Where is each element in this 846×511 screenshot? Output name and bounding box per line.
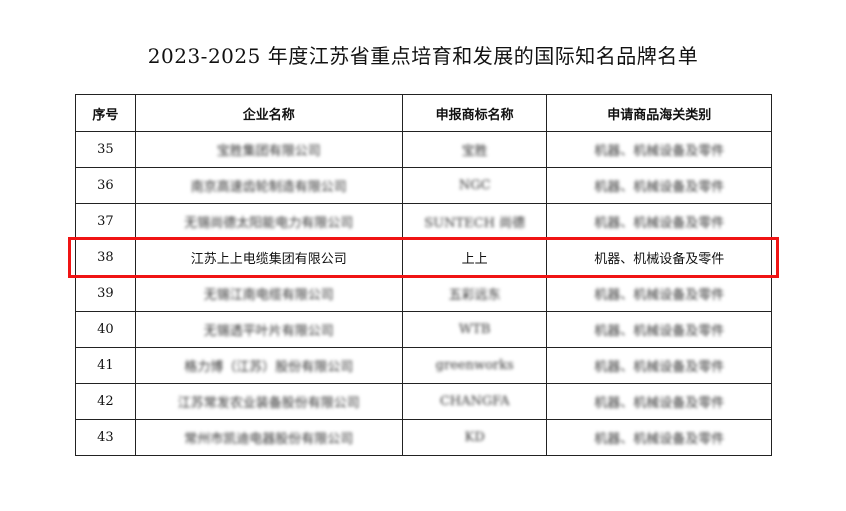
company-name: 无锡尚德太阳能电力有限公司	[134, 203, 403, 240]
row-number: 42	[75, 383, 136, 420]
company-name: 南京高速齿轮制造有限公司	[134, 167, 403, 204]
header-company: 企业名称	[134, 94, 403, 132]
table-row: 41 格力博（江苏）股份有限公司 greenworks 机器、机械设备及零件	[75, 347, 772, 384]
customs-category: 机器、机械设备及零件	[546, 131, 772, 168]
brand-name: WTB	[401, 311, 548, 348]
row-number: 41	[75, 347, 136, 384]
brand-name: 上上	[401, 239, 548, 276]
brand-name: NGC	[401, 167, 548, 204]
table-row: 40 无锡透平叶片有限公司 WTB 机器、机械设备及零件	[75, 311, 772, 348]
customs-category: 机器、机械设备及零件	[546, 239, 772, 276]
row-number: 38	[75, 239, 136, 276]
table-row: 43 常州市凯迪电器股份有限公司 KD 机器、机械设备及零件	[75, 419, 772, 456]
company-name: 江苏上上电缆集团有限公司	[134, 239, 403, 276]
customs-category: 机器、机械设备及零件	[546, 347, 772, 384]
brand-list-table: 序号 企业名称 申报商标名称 申请商品海关类别 35 宝胜集团有限公司 宝胜 机器、机…	[75, 94, 772, 456]
header-brand: 申报商标名称	[401, 94, 548, 132]
customs-category: 机器、机械设备及零件	[546, 419, 772, 456]
company-name: 无锡江南电缆有限公司	[134, 275, 403, 312]
table-row: 38 江苏上上电缆集团有限公司 上上 机器、机械设备及零件	[75, 239, 772, 276]
customs-category: 机器、机械设备及零件	[546, 311, 772, 348]
table-row: 36 南京高速齿轮制造有限公司 NGC 机器、机械设备及零件	[75, 167, 772, 204]
company-name: 江苏常发农业装备股份有限公司	[134, 383, 403, 420]
row-number: 43	[75, 419, 136, 456]
table-row: 39 无锡江南电缆有限公司 五彩远东 机器、机械设备及零件	[75, 275, 772, 312]
brand-name: CHANGFA	[401, 383, 548, 420]
header-no: 序号	[75, 94, 136, 132]
row-number: 36	[75, 167, 136, 204]
row-number: 35	[75, 131, 136, 168]
table-row: 42 江苏常发农业装备股份有限公司 CHANGFA 机器、机械设备及零件	[75, 383, 772, 420]
row-number: 39	[75, 275, 136, 312]
brand-name: 宝胜	[401, 131, 548, 168]
company-name: 宝胜集团有限公司	[134, 131, 403, 168]
customs-category: 机器、机械设备及零件	[546, 167, 772, 204]
document-title: 2023-2025 年度江苏省重点培育和发展的国际知名品牌名单	[147, 44, 699, 68]
customs-category: 机器、机械设备及零件	[546, 203, 772, 240]
brand-name: 五彩远东	[401, 275, 548, 312]
brand-name: KD	[401, 419, 548, 456]
company-name: 常州市凯迪电器股份有限公司	[134, 419, 403, 456]
row-number: 37	[75, 203, 136, 240]
brand-name: greenworks	[401, 347, 548, 384]
customs-category: 机器、机械设备及零件	[546, 275, 772, 312]
brand-name: SUNTECH 尚德	[401, 203, 548, 240]
row-number: 40	[75, 311, 136, 348]
customs-category: 机器、机械设备及零件	[546, 383, 772, 420]
company-name: 无锡透平叶片有限公司	[134, 311, 403, 348]
table-row: 37 无锡尚德太阳能电力有限公司 SUNTECH 尚德 机器、机械设备及零件	[75, 203, 772, 240]
table-header-row: 序号 企业名称 申报商标名称 申请商品海关类别	[75, 94, 772, 132]
header-category: 申请商品海关类别	[546, 94, 772, 132]
company-name: 格力博（江苏）股份有限公司	[134, 347, 403, 384]
table-row: 35 宝胜集团有限公司 宝胜 机器、机械设备及零件	[75, 131, 772, 168]
